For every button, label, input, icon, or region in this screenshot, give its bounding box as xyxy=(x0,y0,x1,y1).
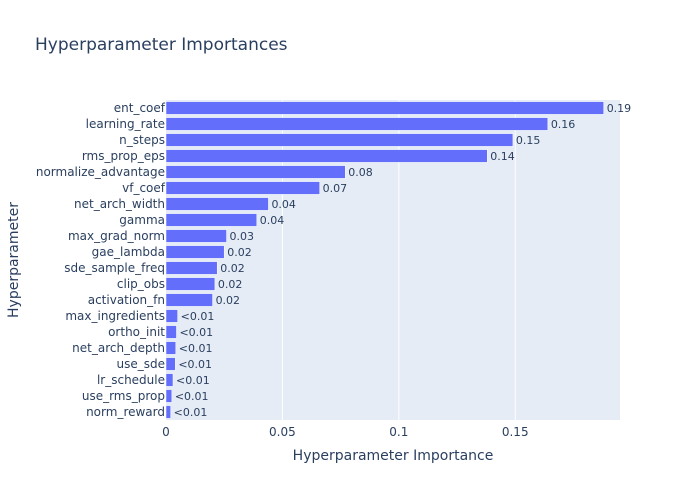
bar-value-label: <0.01 xyxy=(175,390,209,403)
bar-value-label: 0.02 xyxy=(216,294,241,307)
y-tick-label: normalize_advantage xyxy=(36,165,165,179)
bar-value-label: 0.02 xyxy=(218,278,243,291)
bar-ent_coef xyxy=(165,101,604,115)
bar-ortho_init xyxy=(165,325,177,339)
bar-gamma xyxy=(165,213,258,227)
y-tick-label: vf_coef xyxy=(122,181,166,195)
x-tick-label: 0.15 xyxy=(502,425,529,439)
bars xyxy=(165,101,604,419)
y-tick-label: clip_obs xyxy=(117,277,165,291)
y-tick-label: learning_rate xyxy=(86,117,165,131)
bar-value-label: 0.15 xyxy=(516,134,541,147)
bar-clip_obs xyxy=(165,277,216,291)
y-tick-label: ortho_init xyxy=(108,325,165,339)
bar-normalize_advantage xyxy=(165,165,346,179)
y-tick-label: gae_lambda xyxy=(92,245,165,259)
bar-value-label: <0.01 xyxy=(181,310,215,323)
y-tick-label: norm_reward xyxy=(86,405,165,419)
y-tick-labels: ent_coef learning_rate n_steps rms_prop_eps… xyxy=(36,101,166,419)
bar-value-label: 0.14 xyxy=(490,150,515,163)
y-axis-title: Hyperparameter xyxy=(6,202,22,318)
x-tick-labels: 0 0.05 0.1 0.15 xyxy=(162,425,528,439)
y-tick-label: ent_coef xyxy=(114,101,166,115)
y-tick-label: lr_schedule xyxy=(97,373,165,387)
bar-lr_schedule xyxy=(165,373,174,387)
x-tick-label: 0.1 xyxy=(389,425,408,439)
bar-value-label: 0.08 xyxy=(348,166,373,179)
y-tick-label: net_arch_depth xyxy=(72,341,165,355)
plot-area xyxy=(166,100,620,420)
y-tick-label: net_arch_width xyxy=(74,197,165,211)
bar-activation_fn xyxy=(165,293,213,307)
bar-value-label: 0.16 xyxy=(551,118,576,131)
bar-value-label: <0.01 xyxy=(176,374,210,387)
bar-value-label: 0.07 xyxy=(323,182,348,195)
bar-value-label: <0.01 xyxy=(179,326,213,339)
bar-value-label: 0.03 xyxy=(230,230,255,243)
bar-value-label: <0.01 xyxy=(174,406,208,419)
x-axis-title: Hyperparameter Importance xyxy=(293,448,494,464)
bar-value-label: 0.04 xyxy=(260,214,285,227)
bar-net_arch_depth xyxy=(165,341,177,355)
y-tick-label: activation_fn xyxy=(88,293,165,307)
bar-learning_rate xyxy=(165,117,549,131)
y-tick-label: gamma xyxy=(119,213,165,227)
bar-vf_coef xyxy=(165,181,320,195)
x-tick-label: 0.05 xyxy=(269,425,296,439)
bar-n_steps xyxy=(165,133,514,147)
bar-gae_lambda xyxy=(165,245,225,259)
y-tick-label: max_ingredients xyxy=(65,309,165,323)
bar-rms_prop_eps xyxy=(165,149,488,163)
bar-value-label: 0.02 xyxy=(227,246,252,259)
bar-value-label: 0.02 xyxy=(220,262,245,275)
bar-max_ingredients xyxy=(165,309,178,323)
bar-sde_sample_freq xyxy=(165,261,218,275)
x-tick-label: 0 xyxy=(162,425,170,439)
y-tick-label: use_rms_prop xyxy=(82,389,165,403)
chart-title: Hyperparameter Importances xyxy=(35,35,288,55)
bar-value-label: 0.04 xyxy=(271,198,296,211)
bar-value-label: <0.01 xyxy=(179,342,213,355)
bar-use_rms_prop xyxy=(165,389,173,403)
bar-labels: 0.19 0.16 0.150.14 0.080.07 0.04 0.04 0.03 0.02… xyxy=(174,102,632,419)
bar-value-label: <0.01 xyxy=(178,358,212,371)
bar-value-label: 0.19 xyxy=(607,102,632,115)
y-tick-label: sde_sample_freq xyxy=(64,261,165,275)
y-tick-label: rms_prop_eps xyxy=(82,149,165,163)
y-tick-label: max_grad_norm xyxy=(68,229,165,243)
bar-net_arch_width xyxy=(165,197,269,211)
bar-max_grad_norm xyxy=(165,229,227,243)
y-tick-label: use_sde xyxy=(117,357,166,371)
bar-use_sde xyxy=(165,357,176,371)
y-tick-label: n_steps xyxy=(119,133,165,147)
bar-norm_reward xyxy=(165,405,171,419)
